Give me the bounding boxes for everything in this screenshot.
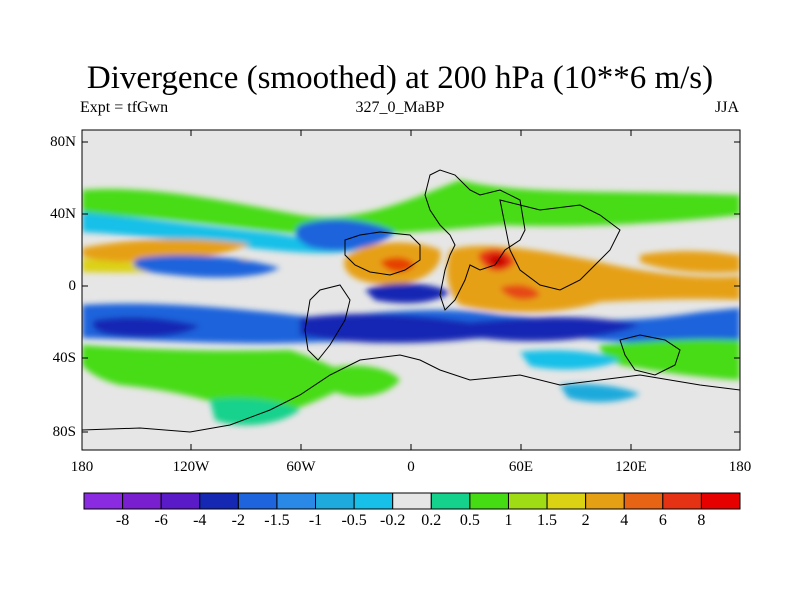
lon-label-120e: 120E — [615, 459, 647, 475]
season-label: JJA — [714, 99, 739, 116]
red-indian-ocean — [500, 284, 540, 300]
blue-north-pacific — [295, 219, 395, 251]
colorbar-swatch — [199, 492, 239, 510]
cyan-band-north — [82, 212, 360, 254]
colorbar-label: -1 — [308, 512, 323, 529]
colorbar-swatch — [469, 492, 509, 510]
colorbar-label: -2 — [231, 512, 245, 529]
orange-band-west — [82, 239, 250, 262]
green-band-north — [82, 180, 740, 235]
colorbar-label: -0.5 — [341, 512, 367, 529]
colorbar-swatch — [430, 492, 471, 510]
darkblue-south-band — [300, 313, 640, 343]
cyan-south-indian — [520, 350, 620, 370]
colorbar-label: 8 — [697, 512, 706, 529]
colorbar-swatch — [700, 492, 741, 510]
colorbar-swatch — [276, 492, 317, 510]
green-south — [82, 345, 360, 420]
colorbar-swatch — [160, 492, 201, 510]
colorbar-label: 0.5 — [459, 512, 480, 529]
colorbar-swatch — [623, 492, 664, 510]
green-south-atlantic — [326, 365, 400, 397]
continent-outlines — [82, 169, 740, 433]
lat-label-40s: 40S — [52, 350, 76, 366]
colorbar-label: -0.2 — [380, 512, 406, 529]
colorbar-swatch — [83, 492, 124, 510]
lat-ticks — [82, 141, 740, 433]
lat-label-80s: 80S — [52, 424, 76, 440]
green-antarctic-ring — [210, 398, 300, 426]
lon-label-60w: 60W — [286, 459, 316, 475]
lon-ticks — [190, 130, 632, 450]
colorbar — [83, 492, 741, 510]
colorbar-label: 6 — [658, 512, 667, 529]
colorbar-label: -8 — [115, 512, 130, 529]
colorbar-label: -1.5 — [264, 512, 290, 529]
colorbar-swatch — [662, 492, 702, 510]
lon-label-180w: 180 — [70, 459, 94, 475]
colorbar-swatch — [315, 492, 355, 510]
colorbar-swatch — [585, 492, 625, 510]
lat-label-40n: 40N — [50, 206, 76, 222]
colorbar-swatch — [122, 492, 162, 510]
red-americas — [380, 257, 415, 273]
colorbar-swatch — [392, 492, 432, 510]
blue-atlantic — [365, 283, 450, 304]
colorbar-label: 4 — [620, 512, 629, 529]
lat-label-eq: 0 — [68, 278, 77, 294]
lon-label-120w: 120W — [172, 459, 210, 475]
colorbar-swatch — [237, 492, 278, 510]
colorbar-label: -4 — [193, 512, 207, 529]
colorbar-swatch — [546, 492, 587, 510]
green-southeast — [599, 339, 740, 380]
blue-south-pacific — [92, 317, 200, 338]
colorbar-label: -6 — [154, 512, 168, 529]
divergence-field — [82, 180, 740, 426]
experiment-label: Expt = tfGwn — [80, 99, 169, 116]
colorbar-label: 1 — [504, 512, 513, 529]
lon-label-60e: 60E — [508, 459, 534, 475]
colorbar-swatch — [507, 492, 548, 510]
plot-title: Divergence (smoothed) at 200 hPa (10**6 … — [86, 60, 714, 96]
colorbar-label: 2 — [581, 512, 590, 529]
colorbar-label: 0.2 — [421, 512, 442, 529]
blue-equatorial-west — [133, 255, 280, 278]
colorbar-label: 1.5 — [537, 512, 558, 529]
lon-label-180e: 180 — [728, 459, 752, 475]
lat-label-80n: 80N — [50, 134, 76, 150]
lon-label-0: 0 — [407, 459, 415, 475]
cyan-far-south — [560, 384, 640, 403]
case-label: 327_0_MaBP — [355, 99, 445, 116]
colorbar-swatch — [353, 492, 394, 510]
orange-west-pacific — [640, 251, 740, 273]
